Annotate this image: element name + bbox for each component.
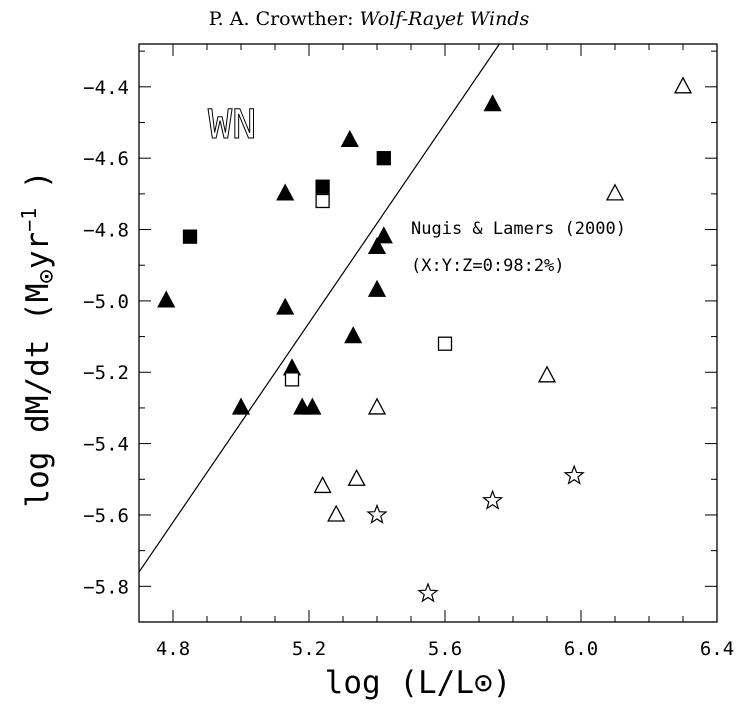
open-star-marker [563, 464, 585, 485]
filled-triangle-marker [276, 183, 295, 201]
page-header: P. A. Crowther: Wolf-Rayet Winds [0, 8, 738, 30]
filled-square-marker [182, 229, 198, 244]
open-triangle-marker [673, 76, 693, 94]
y-tick-label: −5.0 [83, 291, 129, 313]
filled-triangle-marker [483, 94, 502, 112]
y-axis-title-sup: −1 [17, 208, 41, 232]
panel-label: WN [208, 102, 256, 148]
y-tick-label: −5.6 [83, 505, 129, 527]
data-markers [157, 76, 693, 603]
x-tick-label: 6.0 [564, 638, 598, 660]
y-tick-label: −4.6 [83, 148, 129, 170]
x-tick-label: 5.2 [292, 638, 326, 660]
x-tick-label: 4.8 [156, 638, 190, 660]
y-tick-label: −5.2 [83, 362, 129, 384]
y-axis-title-post: ) [20, 170, 56, 207]
header-title: Wolf-Rayet Winds [359, 8, 530, 30]
open-triangle-marker [313, 476, 332, 494]
x-tick-label: 5.6 [428, 638, 462, 660]
open-triangle-marker [367, 397, 387, 415]
relation-label: Nugis & Lamers (2000) [411, 219, 626, 239]
y-tick-label: −5.4 [83, 434, 129, 456]
x-tick-label: 6.4 [700, 638, 734, 660]
filled-triangle-marker [276, 297, 295, 315]
open-star-marker [481, 489, 504, 510]
filled-triangle-marker [231, 397, 251, 415]
y-axis-title-pre: log dM/dt (M [20, 284, 56, 508]
filled-triangle-marker [344, 326, 363, 344]
filled-square-marker [315, 179, 330, 194]
relation-line [139, 44, 500, 573]
y-axis-title-sun: ⊙ [32, 269, 60, 283]
open-star-marker [366, 503, 388, 525]
filled-triangle-marker [367, 236, 387, 255]
header-author: P. A. Crowther: [208, 8, 354, 30]
filled-triangle-marker [374, 226, 393, 244]
x-tick-labels: 4.8 5.2 5.6 6.0 6.4 [156, 638, 734, 660]
filled-square-marker [376, 151, 391, 166]
open-triangle-marker [327, 504, 346, 522]
filled-triangle-marker [340, 129, 359, 147]
open-star-marker [417, 582, 439, 603]
open-square-marker [315, 193, 330, 209]
plot-frame [138, 43, 718, 623]
open-square-marker [437, 336, 453, 351]
open-triangle-marker [537, 365, 557, 383]
filled-triangle-marker [303, 397, 322, 415]
axis-ticks [139, 44, 717, 622]
y-axis-title: log dM/dt (M⊙yr−1 ) [17, 170, 60, 507]
relation-composition: (X:Y:Z=0:98:2%) [411, 256, 565, 276]
y-tick-label: −4.4 [83, 77, 129, 99]
y-tick-labels: −5.8 −5.6 −5.4 −5.2 −5.0 −4.8 −4.6 −4.4 [83, 77, 129, 599]
filled-triangle-marker [157, 290, 176, 308]
y-tick-label: −5.8 [83, 576, 129, 598]
x-axis-title: log (L/L⊙) [325, 665, 512, 701]
open-triangle-marker [347, 468, 366, 486]
filled-triangle-marker [367, 279, 387, 297]
y-axis-title-mid: yr [20, 232, 56, 269]
open-triangle-marker [605, 183, 625, 201]
y-tick-label: −4.8 [83, 220, 129, 242]
open-square-marker [284, 372, 300, 387]
